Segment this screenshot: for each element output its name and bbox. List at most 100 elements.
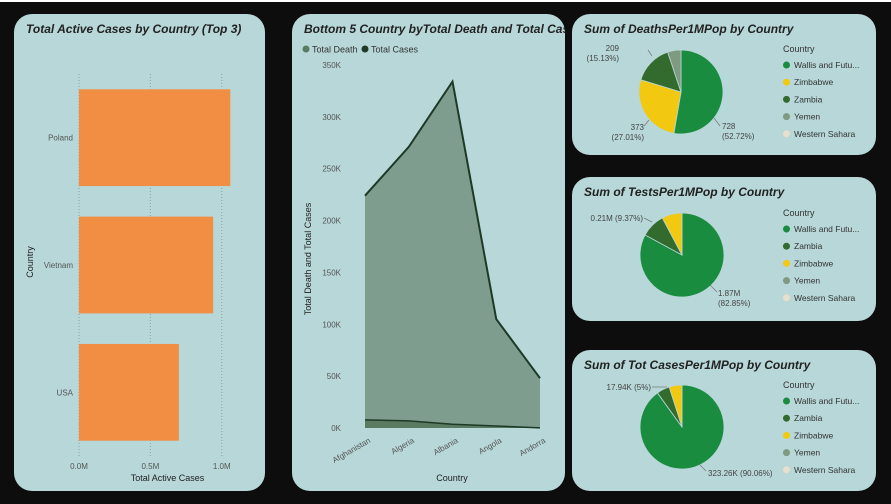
- data-label: 0.21M (9.37%): [591, 214, 644, 223]
- bar-chart-card: Total Active Cases by Country (Top 3) 0.…: [14, 14, 265, 491]
- y-tick-label: Poland: [48, 134, 73, 143]
- legend-marker: [783, 449, 790, 457]
- data-label: 728: [722, 122, 736, 131]
- legend-marker: [361, 45, 369, 53]
- pie-slice: [673, 49, 724, 135]
- legend-marker: [783, 242, 790, 250]
- data-label-percent: (82.85%): [718, 299, 751, 308]
- leader-line: [713, 117, 721, 127]
- line-total-cases: [364, 78, 541, 379]
- legend-title: Country: [783, 380, 815, 390]
- legend-label: Western Sahara: [794, 293, 856, 303]
- legend-marker: [783, 61, 790, 69]
- data-label-percent: (15.13%): [587, 54, 620, 63]
- leader-line: [643, 119, 650, 127]
- x-tick-label: 0.5M: [141, 462, 159, 471]
- data-label: 17.94K (5%): [607, 383, 652, 392]
- legend-label: Wallis and Futu...: [794, 396, 859, 406]
- legend-label: Zambia: [794, 94, 823, 104]
- pie-deaths-card: Sum of DeathsPer1MPop by Country 728 (52.…: [572, 14, 876, 155]
- legend-label: Zambia: [794, 413, 823, 423]
- legend-title: Country: [783, 44, 815, 54]
- legend-label: Wallis and Futu...: [794, 60, 859, 70]
- legend-marker: [783, 259, 790, 267]
- bar: [79, 216, 214, 314]
- legend-title: Country: [783, 208, 815, 218]
- y-tick-label: 100K: [322, 320, 341, 329]
- pie-tests-title: Sum of TestsPer1MPop by Country: [584, 185, 785, 199]
- data-label-percent: (27.01%): [612, 133, 645, 142]
- area-total-death: [365, 419, 540, 428]
- y-tick-label: 200K: [322, 217, 341, 226]
- area-chart-svg[interactable]: Total Death Total Cases 0K 50K 100K 150K 200K 2…: [292, 14, 565, 491]
- legend-label: Total Cases: [371, 45, 419, 55]
- top-border: [0, 0, 891, 2]
- data-label: 373: [631, 123, 645, 132]
- x-tick-label: 1.0M: [213, 462, 231, 471]
- y-tick-label: 300K: [322, 113, 341, 122]
- legend-label: Zimbabwe: [794, 258, 833, 268]
- line-total-death: [364, 419, 541, 429]
- pie-deaths-svg[interactable]: 728(52.72%) 373(27.01%) 209(15.13%) Country…: [572, 14, 876, 155]
- legend-label: Western Sahara: [794, 129, 856, 139]
- bar: [79, 343, 179, 441]
- legend-marker: [783, 277, 790, 285]
- data-label: 1.87M: [718, 289, 741, 298]
- y-tick-label: 50K: [327, 372, 342, 381]
- legend-label: Yemen: [794, 448, 820, 458]
- leader-line: [643, 217, 653, 223]
- x-tick-label: Andorra: [518, 436, 548, 458]
- x-tick-label: Albania: [432, 436, 460, 457]
- legend-marker: [783, 130, 790, 138]
- legend-marker: [783, 397, 790, 405]
- leader-line: [709, 284, 718, 293]
- y-tick-label: 0K: [331, 424, 341, 433]
- pie-slice: [639, 212, 725, 298]
- legend-label: Zambia: [794, 241, 823, 251]
- y-tick-label: Vietnam: [44, 261, 74, 270]
- legend-marker: [783, 225, 790, 233]
- legend-marker: [783, 414, 790, 422]
- y-axis-label: Country: [25, 246, 35, 278]
- x-tick-label: Afghanistan: [331, 436, 372, 465]
- area-total-cases: [365, 81, 540, 428]
- x-axis-label: Total Active Cases: [131, 473, 205, 483]
- legend-marker: [783, 466, 790, 474]
- y-axis-label: Total Death and Total Cases: [303, 202, 313, 315]
- legend-marker: [783, 78, 790, 86]
- pie-tests-card: Sum of TestsPer1MPop by Country 1.87M (82…: [572, 177, 876, 321]
- legend-marker: [783, 95, 790, 103]
- x-tick-label: Angola: [477, 436, 504, 457]
- legend-label: Zimbabwe: [794, 430, 833, 440]
- legend-label: Wallis and Futu...: [794, 224, 859, 234]
- y-tick-label: 250K: [322, 165, 341, 174]
- pie-slice: [668, 384, 683, 428]
- x-axis-label: Country: [436, 473, 468, 483]
- data-label: 323.26K (90.06%): [708, 469, 773, 478]
- pie-slice: [638, 79, 682, 134]
- x-tick-label: Algeria: [390, 436, 417, 457]
- area-chart-title: Bottom 5 Country byTotal Death and Total…: [304, 22, 565, 36]
- pie-cases-svg[interactable]: 323.26K (90.06%) 17.94K (5%) Country Wallis…: [572, 350, 876, 491]
- pie-tests-svg[interactable]: 1.87M(82.85%) 0.21M (9.37%) Country Wallis …: [572, 177, 876, 321]
- y-tick-label: 350K: [322, 61, 341, 70]
- y-tick-label: 150K: [322, 268, 341, 277]
- y-tick-label: USA: [57, 388, 74, 397]
- bar: [79, 89, 231, 187]
- x-tick-label: 0.0M: [70, 462, 88, 471]
- legend-label: Western Sahara: [794, 465, 856, 475]
- bar-chart-title: Total Active Cases by Country (Top 3): [26, 22, 242, 36]
- leader-line: [699, 464, 707, 472]
- legend-marker: [783, 431, 790, 439]
- pie-slice: [661, 212, 683, 256]
- legend-label: Zimbabwe: [794, 77, 833, 87]
- legend-marker: [783, 113, 790, 121]
- pie-slice: [667, 49, 682, 93]
- legend-label: Yemen: [794, 276, 820, 286]
- legend-marker: [302, 45, 310, 53]
- legend-marker: [783, 294, 790, 302]
- data-label: 209: [606, 44, 620, 53]
- pie-cases-title: Sum of Tot CasesPer1MPop by Country: [584, 358, 811, 372]
- leader-line: [647, 49, 653, 57]
